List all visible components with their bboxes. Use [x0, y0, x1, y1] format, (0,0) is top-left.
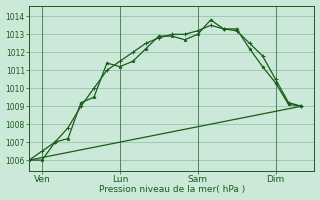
X-axis label: Pression niveau de la mer( hPa ): Pression niveau de la mer( hPa ): [99, 185, 245, 194]
